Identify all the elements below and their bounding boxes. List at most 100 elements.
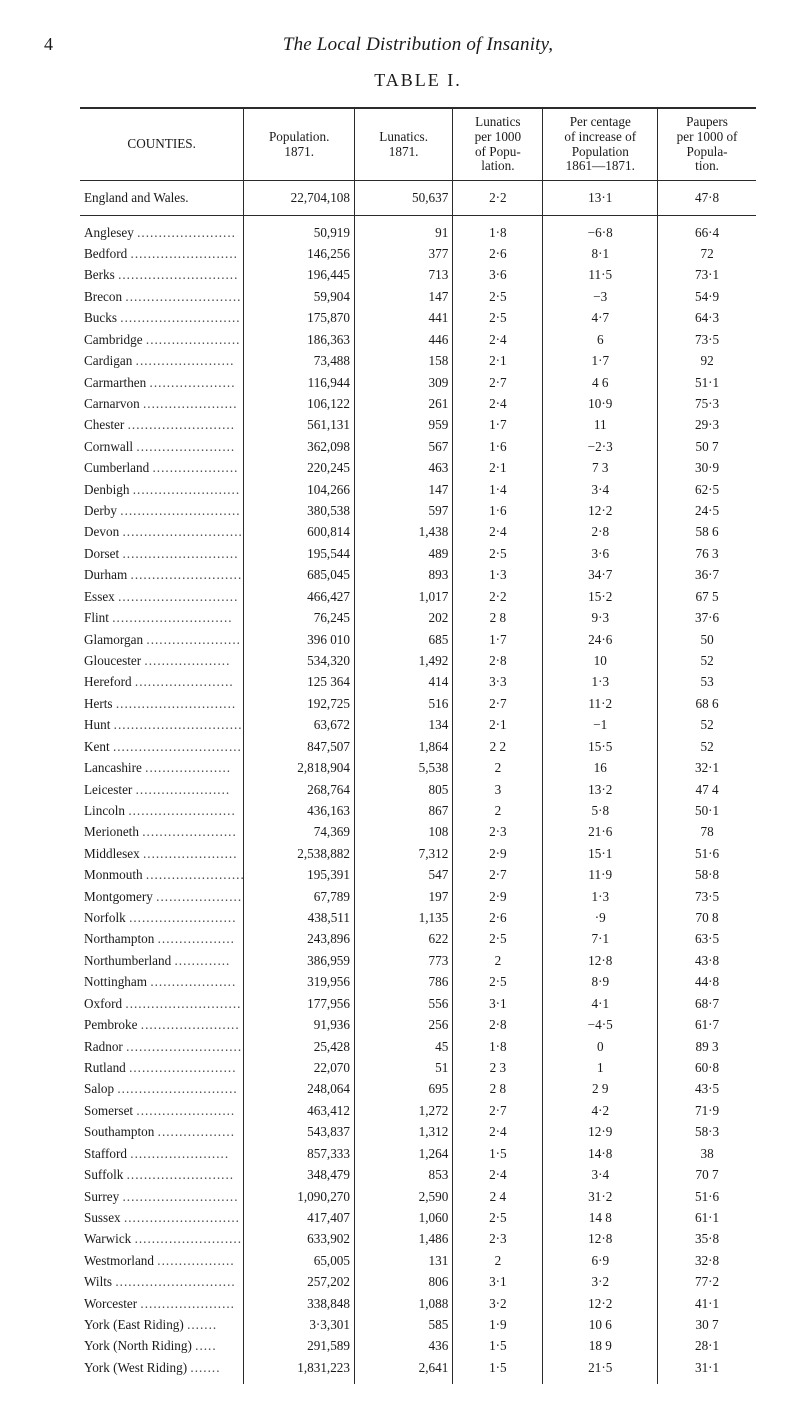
table-row: Suffolk .........................348,479…	[80, 1164, 756, 1185]
cell-paupers: 73·5	[658, 329, 756, 350]
table-row: Cumberland ....................220,24546…	[80, 457, 756, 478]
cell-paupers: 62·5	[658, 479, 756, 500]
cell-paupers: 35·8	[658, 1228, 756, 1249]
cell-population: 1,831,223	[244, 1357, 355, 1384]
cell-paupers: 68 6	[658, 693, 756, 714]
cell-increase: 2 9	[543, 1078, 658, 1099]
table-row: York (East Riding) .......3·3,3015851·91…	[80, 1314, 756, 1335]
county-cell: York (East Riding) .......	[80, 1314, 244, 1335]
cell-per1000: 2·1	[453, 457, 543, 478]
table-row: Salop ............................248,06…	[80, 1078, 756, 1099]
cell-increase: 6·9	[543, 1250, 658, 1271]
cell-paupers: 30 7	[658, 1314, 756, 1335]
cell-per1000: 1·6	[453, 500, 543, 521]
county-cell: Salop ............................	[80, 1078, 244, 1099]
table-row: Berks ............................196,44…	[80, 264, 756, 285]
cell-per1000: 2·4	[453, 329, 543, 350]
cell-lunatics: 773	[354, 950, 452, 971]
cell-per1000: 2 8	[453, 607, 543, 628]
cell-population: 146,256	[244, 243, 355, 264]
cell-increase: 1·3	[543, 671, 658, 692]
table-row: Cardigan .......................73,48815…	[80, 350, 756, 371]
cell-lunatics: 1,017	[354, 586, 452, 607]
county-cell: Carmarthen ....................	[80, 372, 244, 393]
cell-per1000: 2·7	[453, 372, 543, 393]
cell-lunatics: 853	[354, 1164, 452, 1185]
cell-paupers: 73·5	[658, 886, 756, 907]
cell-lunatics: 108	[354, 821, 452, 842]
cell-per1000: 1·5	[453, 1335, 543, 1356]
cell-population: 73,488	[244, 350, 355, 371]
cell-per1000: 2·2	[453, 586, 543, 607]
cell-increase: 11·9	[543, 864, 658, 885]
cell-increase: 14·8	[543, 1143, 658, 1164]
county-cell: Westmorland ..................	[80, 1250, 244, 1271]
cell-population: 436,163	[244, 800, 355, 821]
cell-lunatics: 45	[354, 1036, 452, 1057]
cell-increase: −1	[543, 714, 658, 735]
county-cell: Devon ............................	[80, 521, 244, 542]
cell-population: 2,818,904	[244, 757, 355, 778]
cell-per1000: 2·6	[453, 243, 543, 264]
cell-per1000: 2	[453, 800, 543, 821]
cell-increase: 3·4	[543, 1164, 658, 1185]
cell-per1000: 2·8	[453, 650, 543, 671]
cell-lunatics: 2,641	[354, 1357, 452, 1384]
cell-paupers: 36·7	[658, 564, 756, 585]
cell-increase: 0	[543, 1036, 658, 1057]
cell-per1000: 3·1	[453, 1271, 543, 1292]
cell-increase: 24·6	[543, 629, 658, 650]
cell-increase: 10 6	[543, 1314, 658, 1335]
cell-population: 396 010	[244, 629, 355, 650]
summary-row: England and Wales.22,704,10850,6372·213·…	[80, 181, 756, 215]
cell-lunatics: 91	[354, 222, 452, 243]
table-row: Leicester ......................268,7648…	[80, 779, 756, 800]
table-row: Devon ............................600,81…	[80, 521, 756, 542]
cell-per1000: 2·5	[453, 286, 543, 307]
cell-increase: 3·4	[543, 479, 658, 500]
col-header-population: Population.1871.	[244, 108, 355, 181]
cell-lunatics: 585	[354, 1314, 452, 1335]
running-title: The Local Distribution of Insanity,	[80, 34, 756, 56]
table-row: Warwick .........................633,902…	[80, 1228, 756, 1249]
cell-lunatics: 1,438	[354, 521, 452, 542]
cell-increase: 16	[543, 757, 658, 778]
cell-paupers: 77·2	[658, 1271, 756, 1292]
cell-lunatics: 597	[354, 500, 452, 521]
cell-lunatics: 5,538	[354, 757, 452, 778]
cell-paupers: 29·3	[658, 414, 756, 435]
cell-per1000: 1·5	[453, 1357, 543, 1384]
cell-increase: 15·5	[543, 736, 658, 757]
col-header-county: COUNTIES.	[80, 108, 244, 181]
cell-population: 74,369	[244, 821, 355, 842]
cell-population: 438,511	[244, 907, 355, 928]
cell-per1000: 2·4	[453, 521, 543, 542]
summary-lunatics: 50,637	[354, 181, 452, 215]
table-row: Bucks ............................175,87…	[80, 307, 756, 328]
table-row: Dorset ...........................195,54…	[80, 543, 756, 564]
county-cell: Somerset .......................	[80, 1100, 244, 1121]
cell-paupers: 43·8	[658, 950, 756, 971]
cell-per1000: 2·5	[453, 1207, 543, 1228]
cell-increase: 4·2	[543, 1100, 658, 1121]
cell-paupers: 54·9	[658, 286, 756, 307]
summary-per1000: 2·2	[453, 181, 543, 215]
cell-paupers: 61·1	[658, 1207, 756, 1228]
cell-population: 380,538	[244, 500, 355, 521]
cell-lunatics: 441	[354, 307, 452, 328]
county-cell: Glamorgan ......................	[80, 629, 244, 650]
cell-per1000: 2·9	[453, 886, 543, 907]
table-row: Northumberland .............386,95977321…	[80, 950, 756, 971]
cell-per1000: 3·6	[453, 264, 543, 285]
cell-increase: 9·3	[543, 607, 658, 628]
cell-population: 22,070	[244, 1057, 355, 1078]
table-row: Durham ...........................685,04…	[80, 564, 756, 585]
cell-increase: 3·2	[543, 1271, 658, 1292]
cell-population: 186,363	[244, 329, 355, 350]
cell-lunatics: 695	[354, 1078, 452, 1099]
county-cell: Suffolk .........................	[80, 1164, 244, 1185]
cell-lunatics: 867	[354, 800, 452, 821]
county-cell: Warwick .........................	[80, 1228, 244, 1249]
table-row: Pembroke .......................91,93625…	[80, 1014, 756, 1035]
cell-lunatics: 147	[354, 286, 452, 307]
